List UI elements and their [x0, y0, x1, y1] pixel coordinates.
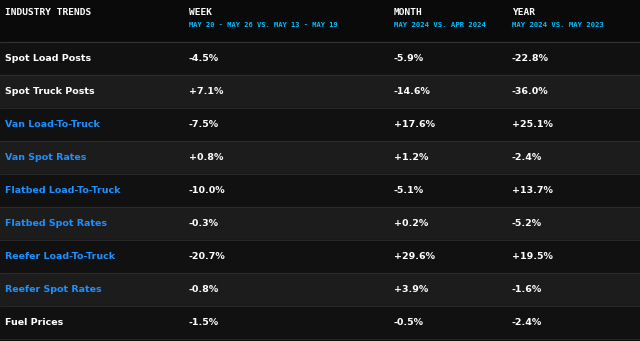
Text: -0.5%: -0.5% [394, 318, 424, 327]
Text: -7.5%: -7.5% [189, 120, 219, 129]
Text: -14.6%: -14.6% [394, 87, 431, 96]
Text: +0.8%: +0.8% [189, 153, 223, 162]
Bar [0, 42, 640, 75]
Text: MONTH: MONTH [394, 8, 422, 17]
Text: Flatbed Spot Rates: Flatbed Spot Rates [5, 219, 107, 228]
Bar [0, 240, 640, 273]
Text: -1.5%: -1.5% [189, 318, 219, 327]
Text: +1.2%: +1.2% [394, 153, 428, 162]
Text: +0.2%: +0.2% [394, 219, 428, 228]
Text: MAY 20 - MAY 26 VS. MAY 13 - MAY 19: MAY 20 - MAY 26 VS. MAY 13 - MAY 19 [189, 22, 337, 28]
Text: -5.2%: -5.2% [512, 219, 542, 228]
Bar [0, 141, 640, 174]
Text: +25.1%: +25.1% [512, 120, 553, 129]
Text: Fuel Prices: Fuel Prices [5, 318, 63, 327]
Text: -10.0%: -10.0% [189, 186, 225, 195]
Text: -22.8%: -22.8% [512, 54, 549, 63]
Text: YEAR: YEAR [512, 8, 535, 17]
Bar [0, 108, 640, 141]
Text: -5.9%: -5.9% [394, 54, 424, 63]
Text: Reefer Load-To-Truck: Reefer Load-To-Truck [5, 252, 115, 261]
Text: -0.3%: -0.3% [189, 219, 219, 228]
Text: INDUSTRY TRENDS: INDUSTRY TRENDS [5, 8, 92, 17]
Bar [0, 0, 640, 42]
Bar [0, 273, 640, 306]
Bar [0, 75, 640, 108]
Text: -36.0%: -36.0% [512, 87, 548, 96]
Text: WEEK: WEEK [189, 8, 212, 17]
Text: Van Load-To-Truck: Van Load-To-Truck [5, 120, 100, 129]
Text: Spot Load Posts: Spot Load Posts [5, 54, 92, 63]
Text: Spot Truck Posts: Spot Truck Posts [5, 87, 95, 96]
Text: +19.5%: +19.5% [512, 252, 553, 261]
Text: -2.4%: -2.4% [512, 318, 542, 327]
Bar [0, 306, 640, 339]
Text: +3.9%: +3.9% [394, 285, 428, 294]
Text: -5.1%: -5.1% [394, 186, 424, 195]
Text: -1.6%: -1.6% [512, 285, 542, 294]
Text: -2.4%: -2.4% [512, 153, 542, 162]
Text: +17.6%: +17.6% [394, 120, 435, 129]
Text: MAY 2024 VS. MAY 2023: MAY 2024 VS. MAY 2023 [512, 22, 604, 28]
Text: Reefer Spot Rates: Reefer Spot Rates [5, 285, 102, 294]
Text: +7.1%: +7.1% [189, 87, 223, 96]
Text: -4.5%: -4.5% [189, 54, 219, 63]
Text: -0.8%: -0.8% [189, 285, 219, 294]
Text: +29.6%: +29.6% [394, 252, 435, 261]
Bar [0, 207, 640, 240]
Bar [0, 174, 640, 207]
Text: MAY 2024 VS. APR 2024: MAY 2024 VS. APR 2024 [394, 22, 486, 28]
Text: Van Spot Rates: Van Spot Rates [5, 153, 86, 162]
Text: Flatbed Load-To-Truck: Flatbed Load-To-Truck [5, 186, 120, 195]
Text: +13.7%: +13.7% [512, 186, 553, 195]
Text: -20.7%: -20.7% [189, 252, 225, 261]
